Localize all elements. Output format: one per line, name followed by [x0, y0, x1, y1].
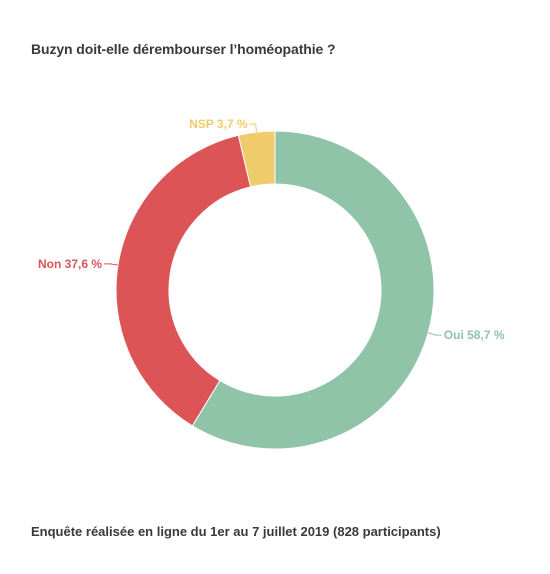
slice-label-oui: Oui 58,7 %	[444, 328, 505, 342]
labels-layer: Oui 58,7 % Non 37,6 % NSP 3,7 %	[38, 117, 505, 342]
slice-nsp	[237, 130, 276, 188]
chart-caption: Enquête réalisée en ligne du 1er au 7 ju…	[31, 524, 441, 539]
slice-label-nsp: NSP 3,7 %	[189, 117, 248, 131]
slices-layer	[115, 130, 435, 450]
leader-line-nsp	[249, 123, 258, 133]
leaders-layer	[104, 123, 442, 336]
slice-label-non: Non 37,6 %	[38, 257, 102, 271]
slice-non	[115, 134, 252, 427]
leader-line-oui	[427, 332, 442, 336]
leader-line-non	[104, 263, 119, 266]
chart-title: Buzyn doit-elle dérembourser l’homéopath…	[31, 41, 336, 57]
slice-oui	[191, 130, 435, 450]
